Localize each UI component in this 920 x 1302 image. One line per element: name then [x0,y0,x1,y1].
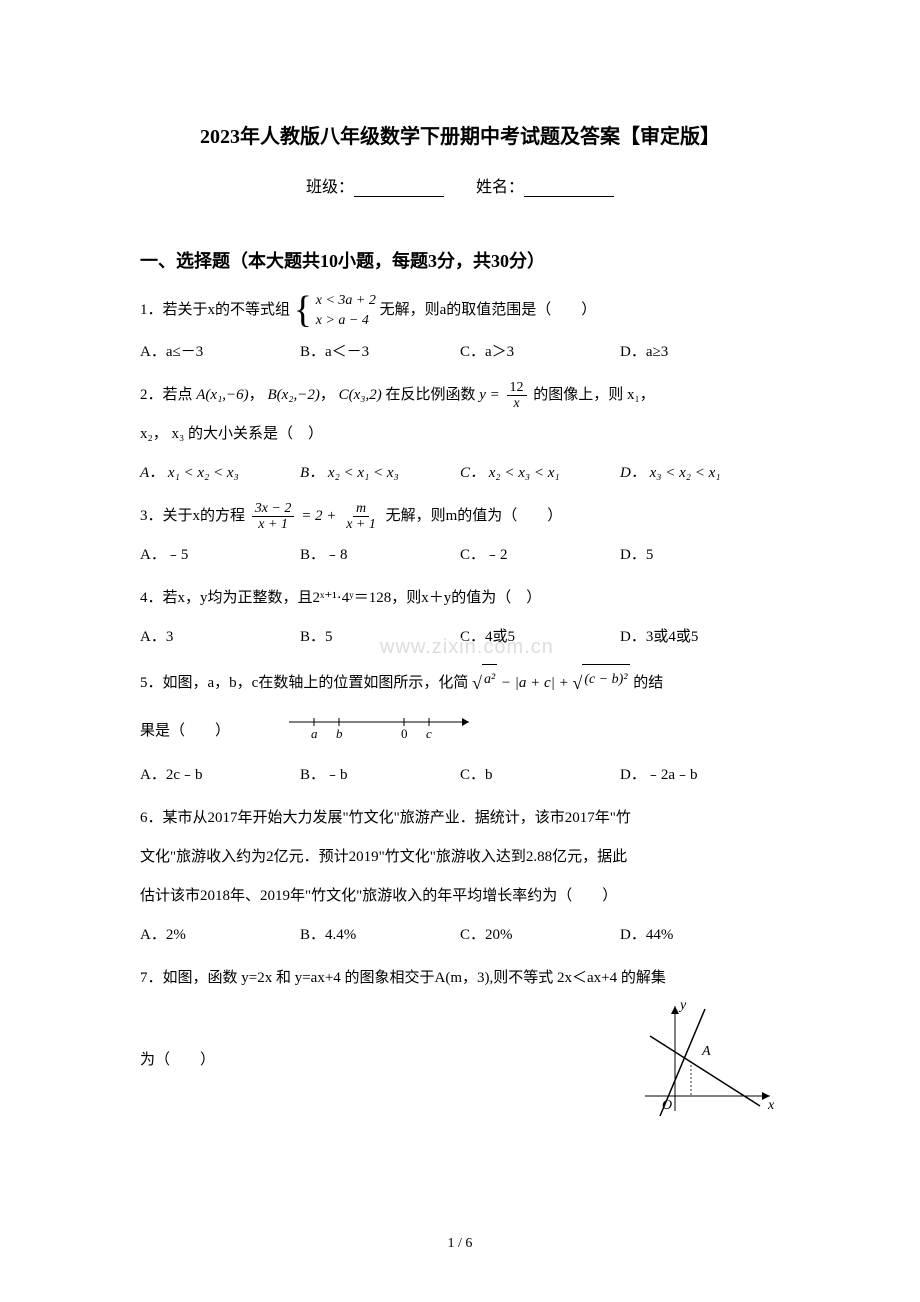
q6-opt-c: C．20% [460,919,620,952]
q5-opt-b: B．﹣b [300,759,460,792]
q3-eq: = 2 + [301,508,336,524]
q2-frac: 12 x [507,380,527,412]
q6-opt-a: A．2% [140,919,300,952]
q2-pre: 2．若点 [140,387,193,403]
q6-l2: 文化"旅游收入约为2亿元．预计2019"竹文化"旅游收入达到2.88亿元，据此 [140,841,780,874]
q5-mid: − |a + c| + [501,675,569,691]
q1-post: 无解，则a的取值范围是（ ） [380,302,597,318]
q3-opt-b: B．﹣8 [300,539,460,572]
q2-after: 的图像上，则 x₁， [533,387,654,403]
q3-f1d: x + 1 [255,517,291,532]
question-2: 2．若点 A(x₁,−6)， B(x₂,−2)， C(x₃,2) 在反比例函数 … [140,379,780,412]
q3-f2n: m [353,501,369,517]
q6-opt-d: D．44% [620,919,780,952]
q5-opt-d: D．﹣2a﹣b [620,759,780,792]
form-line: 班级： 姓名： [140,173,780,197]
q2-frac-num: 12 [507,380,527,396]
number-line: a b 0 c [284,710,484,753]
q2-options: A． x₁ < x₂ < x₃ B． x₂ < x₁ < x₃ C． x₂ < … [140,457,780,490]
q5-line2-row: 果是（ ） a b 0 c [140,710,780,753]
q3-opt-c: C．﹣2 [460,539,620,572]
q3-post: 无解，则m的值为（ ） [386,508,563,524]
q4-opt-c: C．4或5 [460,621,620,654]
q7-row: 为（ ） y x O A [140,1001,780,1126]
class-blank [354,179,444,197]
q6-l3: 估计该市2018年、2019年"竹文化"旅游收入的年平均增长率约为（ ） [140,880,780,913]
q3-f1n: 3x − 2 [252,501,295,517]
question-3: 3．关于x的方程 3x − 2 x + 1 = 2 + m x + 1 无解，则… [140,500,780,533]
question-4: 4．若x，y均为正整数，且2ˣ⁺¹·4ʸ＝128，则x＋y的值为（ ） [140,582,780,615]
sqrt1: √a² [472,664,497,704]
q4-opt-d: D．3或4或5 [620,621,780,654]
q2-opt-a: A． x₁ < x₂ < x₃ [140,457,300,490]
q1-opt-d: D．a≥3 [620,336,780,369]
graph-y-label: y [678,1001,687,1013]
q2-y: y = [479,387,500,403]
nl-b: b [336,726,343,740]
q5-l2: 果是（ ） [140,723,230,739]
q3-f2d: x + 1 [343,517,379,532]
name-label: 姓名： [476,179,524,196]
q1-options: A．a≤－3 B．a＜－3 C．a＞3 D．a≥3 [140,336,780,369]
function-graph: y x O A [630,1001,780,1126]
q1-opt-b: B．a＜－3 [300,336,460,369]
q4-opt-b: B．5 [300,621,460,654]
graph-x-label: x [767,1098,775,1113]
q6-l1: 6．某市从2017年开始大力发展"竹文化"旅游产业．据统计，该市2017年"竹 [140,802,780,835]
q5-opt-c: C．b [460,759,620,792]
q3-options: A．﹣5 B．﹣8 C．﹣2 D．5 [140,539,780,572]
q1-sys1: x < 3a + 2 [316,291,376,311]
q2-opt-d: D． x₃ < x₂ < x₁ [620,457,780,490]
graph-origin: O [662,1098,672,1113]
class-label: 班级： [306,179,354,196]
q3-frac2: m x + 1 [343,501,379,533]
q2-opt-c: C． x₂ < x₃ < x₁ [460,457,620,490]
nl-c: c [426,726,432,740]
q4-opt-a: A．3 [140,621,300,654]
q6-options: A．2% B．4.4% C．20% D．44% [140,919,780,952]
brace-icon: { [294,295,312,325]
q5-post: 的结 [633,675,663,691]
page-number: 1 / 6 [0,1236,920,1252]
q3-frac1: 3x − 2 x + 1 [252,501,295,533]
q2-opt-b: B． x₂ < x₁ < x₃ [300,457,460,490]
exam-title: 2023年人教版八年级数学下册期中考试题及答案【审定版】 [140,120,780,149]
q2-pb: B(x₂,−2) [267,387,319,403]
q1-sys2: x > a − 4 [316,311,376,331]
inequality-system: x < 3a + 2 x > a − 4 [316,291,376,330]
q3-opt-d: D．5 [620,539,780,572]
q1-opt-a: A．a≤－3 [140,336,300,369]
q4-options: A．3 B．5 C．4或5 D．3或4或5 [140,621,780,654]
q5-opt-a: A．2c﹣b [140,759,300,792]
q5-options: A．2c﹣b B．﹣b C．b D．﹣2a﹣b [140,759,780,792]
q1-opt-c: C．a＞3 [460,336,620,369]
nl-0: 0 [401,726,408,740]
q2-mid: 在反比例函数 [385,387,475,403]
nl-a: a [311,726,318,740]
q2-line2: x₂， x₃ 的大小关系是（ ） [140,418,780,451]
q2-frac-den: x [510,396,522,411]
q7-l2: 为（ ） [140,1044,630,1077]
graph-point-a: A [701,1044,711,1059]
q2-pa: A(x₁,−6) [196,387,248,403]
name-blank [524,179,614,197]
question-5: 5．如图，a，b，c在数轴上的位置如图所示，化简 √a² − |a + c| +… [140,664,780,704]
question-1: 1．若关于x的不等式组 { x < 3a + 2 x > a − 4 无解，则a… [140,291,780,330]
sqrt2: √(c − b)² [572,664,629,704]
section-1-title: 一、选择题（本大题共10小题，每题3分，共30分） [140,247,780,273]
q6-opt-b: B．4.4% [300,919,460,952]
sqrt2-arg: (c − b)² [582,664,629,696]
q1-pre: 1．若关于x的不等式组 [140,302,290,318]
q5-l1: 5．如图，a，b，c在数轴上的位置如图所示，化简 [140,675,468,691]
q3-opt-a: A．﹣5 [140,539,300,572]
q3-pre: 3．关于x的方程 [140,508,245,524]
q2-pc: C(x₃,2) [339,387,382,403]
sqrt1-arg: a² [482,664,497,696]
q7-l1: 7．如图，函数 y=2x 和 y=ax+4 的图象相交于A(m，3),则不等式 … [140,962,780,995]
